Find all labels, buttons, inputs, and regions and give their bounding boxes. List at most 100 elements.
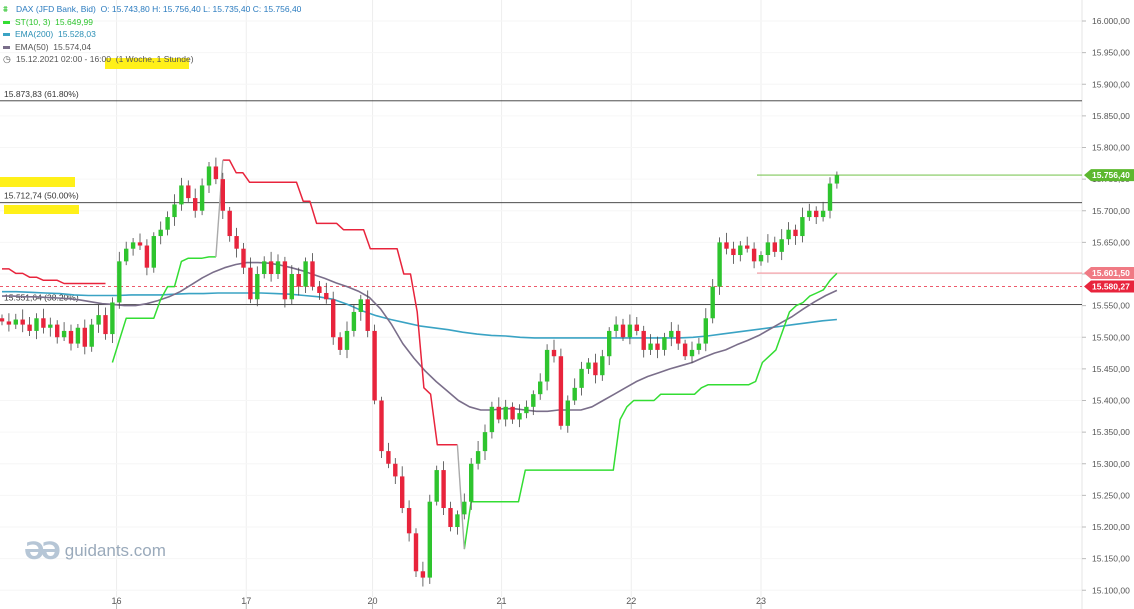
y-tick-label: 15.450,00 (1092, 364, 1130, 374)
candle (137, 233, 143, 250)
candle-body (434, 470, 439, 502)
candle-body (703, 318, 708, 344)
y-tick-label: 15.550,00 (1092, 301, 1130, 311)
candle-body (262, 261, 267, 274)
candle-body (61, 330, 67, 338)
candle-body (317, 286, 322, 293)
candle (593, 353, 598, 384)
candle-body (144, 245, 150, 268)
candlesticks (0, 157, 840, 587)
legend-ema200[interactable]: EMA(200) 15.528,03 (3, 28, 301, 41)
legend-ema50[interactable]: EMA(50) 15.574,04 (3, 41, 301, 54)
candle-body (648, 343, 653, 350)
candle-body (282, 261, 288, 300)
candle-body (275, 261, 281, 274)
candle (48, 317, 53, 337)
candle-body (393, 463, 398, 477)
candle (738, 241, 743, 262)
highlight-mark (0, 177, 75, 187)
candle (772, 236, 777, 257)
supertrend-up-line (111, 256, 216, 363)
candle (427, 494, 432, 584)
price-tag: 15.580,27 (1084, 280, 1134, 293)
candle (68, 324, 74, 351)
candle-body (669, 330, 674, 338)
indicator-lines (2, 159, 838, 550)
candle (441, 461, 446, 515)
candle (765, 234, 771, 263)
candle-body (110, 302, 115, 335)
candle (193, 188, 198, 218)
candle (641, 325, 646, 358)
candle-body (130, 242, 136, 249)
candle-body (800, 217, 805, 237)
candle-body (179, 185, 184, 205)
candle-body (89, 324, 94, 347)
candle-body (227, 210, 232, 237)
candle-body (482, 432, 488, 452)
candle-body (469, 463, 474, 502)
candle-body (13, 319, 18, 325)
candle-body (544, 349, 550, 382)
candle-body (0, 318, 5, 322)
candle (524, 400, 529, 419)
x-tick-label: 16 (112, 596, 122, 606)
candle-body (572, 387, 577, 401)
candle (489, 401, 495, 439)
candle-body (413, 533, 419, 572)
x-tick-label: 20 (368, 596, 378, 606)
candle (165, 211, 170, 236)
candle-body (538, 381, 543, 395)
guidants-logo-name: guidants.com (64, 541, 166, 560)
candle-body (241, 248, 246, 268)
candle (455, 510, 460, 535)
candle-body (75, 327, 81, 344)
candle-body (248, 267, 253, 300)
candle (41, 308, 46, 334)
candle-body (551, 349, 557, 357)
level-label: 15.712,74 (50.00%) (4, 191, 79, 201)
candle (406, 500, 412, 542)
ema200-line (2, 290, 837, 339)
candle-body (337, 337, 343, 350)
candle (275, 254, 281, 280)
candle-body (124, 248, 129, 262)
candle (365, 290, 370, 338)
candle-body (751, 248, 757, 262)
candle (807, 203, 812, 221)
candle (731, 241, 736, 264)
candle-body (268, 261, 274, 274)
chart-grid (116, 0, 1083, 609)
candle (82, 319, 87, 355)
candle (745, 236, 750, 253)
candle-body (600, 356, 605, 376)
candle-body (662, 337, 667, 350)
candle-body (82, 327, 87, 347)
candle-body (814, 210, 819, 218)
candle (814, 206, 819, 225)
candle-body (724, 242, 729, 249)
candle (351, 304, 357, 337)
candle (20, 309, 25, 333)
candle-body (344, 330, 350, 350)
candle (510, 402, 515, 424)
candle-body (455, 514, 460, 527)
candle (717, 237, 722, 295)
price-tag-shape (1084, 169, 1134, 182)
candle-body (593, 362, 598, 376)
candle-body (496, 406, 501, 420)
candle (386, 442, 391, 469)
candle-body (96, 315, 101, 325)
candle-body (213, 166, 219, 180)
candle-body (793, 229, 798, 237)
candle (669, 322, 674, 347)
candle (538, 373, 543, 400)
y-tick-label: 15.650,00 (1092, 237, 1130, 247)
candle (179, 177, 184, 211)
candle (696, 337, 702, 355)
y-tick-label: 15.100,00 (1092, 585, 1130, 595)
y-tick-label: 15.500,00 (1092, 332, 1130, 342)
candle-body (234, 236, 239, 249)
legend-supertrend[interactable]: ST(10, 3) 15.649,99 (3, 16, 301, 29)
